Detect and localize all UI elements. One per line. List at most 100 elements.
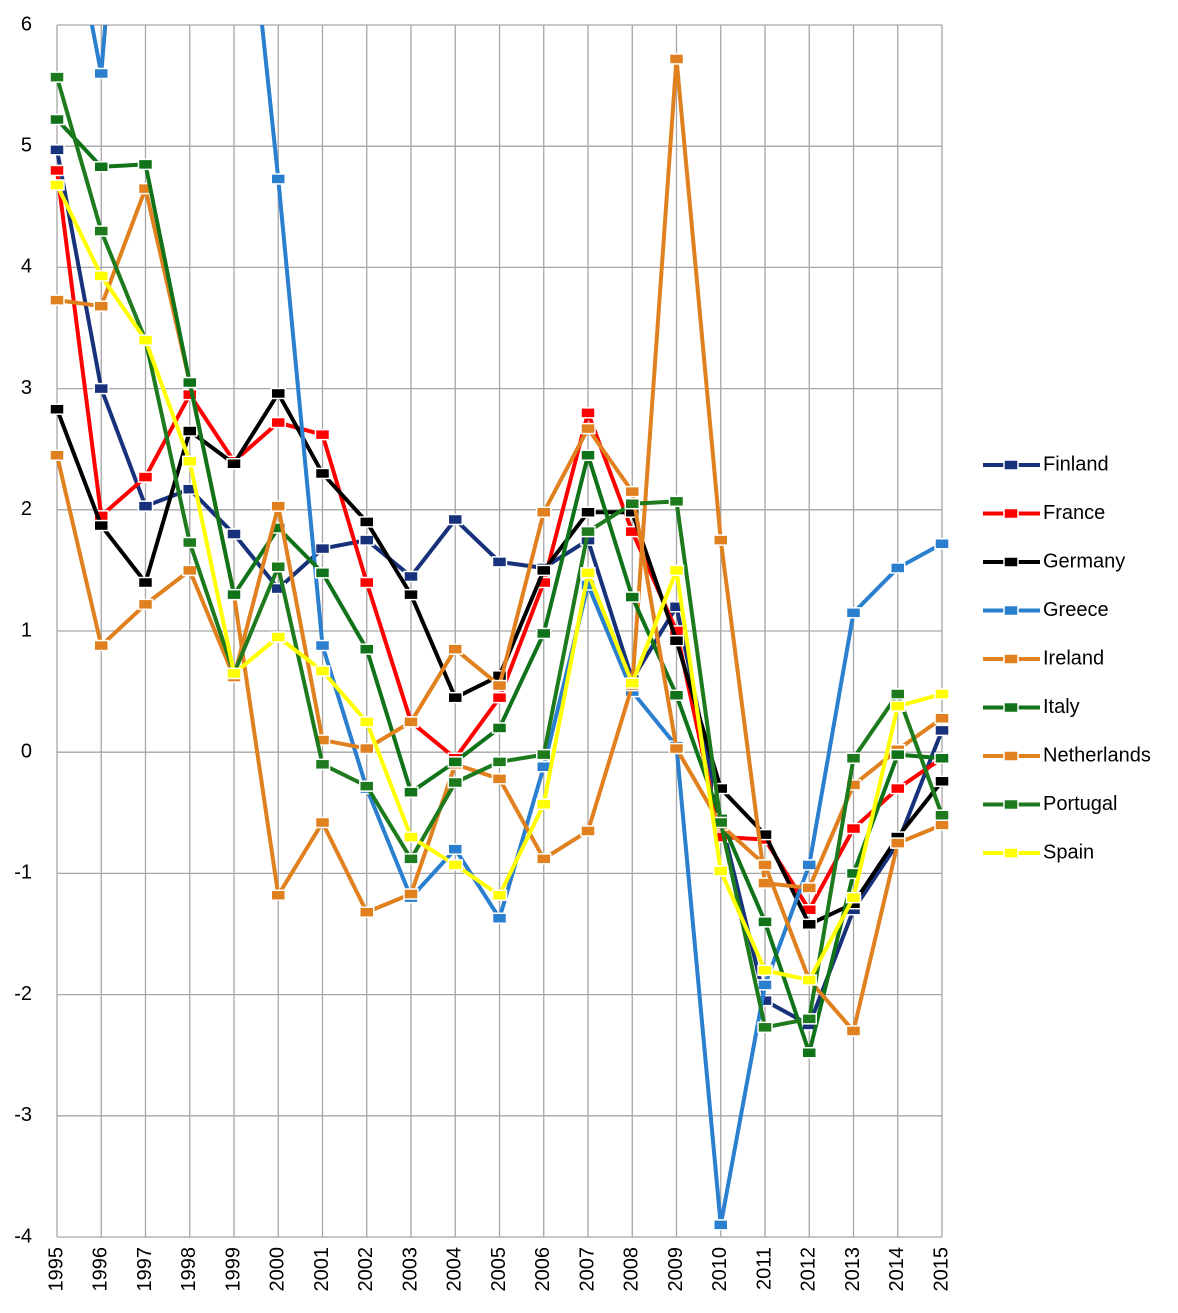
marker	[182, 455, 198, 468]
y-tick-label: -4	[14, 1225, 32, 1247]
marker	[580, 506, 596, 518]
marker	[49, 403, 65, 415]
legend-label: Germany	[1043, 550, 1125, 572]
legend-label: Portugal	[1043, 793, 1118, 815]
marker	[359, 716, 375, 728]
marker	[934, 688, 950, 700]
legend-label: Finland	[1043, 453, 1109, 475]
marker	[757, 979, 773, 991]
labels: -4 -3 -2 -1 0 1 2 3 4 5 6 1995 1996 1997 1998 1999 2000 2…	[14, 13, 1151, 1291]
marker	[713, 782, 729, 795]
marker	[491, 912, 508, 924]
plot-area	[49, 25, 950, 1231]
marker	[624, 485, 640, 498]
marker	[624, 591, 640, 603]
marker	[49, 71, 65, 83]
marker	[270, 500, 286, 512]
marker	[314, 758, 331, 771]
marker	[845, 822, 862, 835]
marker	[49, 113, 65, 126]
marker	[182, 564, 198, 577]
y-tick-label: 2	[21, 498, 32, 520]
marker	[270, 387, 286, 400]
x-tick-label: 2012	[798, 1247, 820, 1292]
x-tick-label: 1998	[178, 1247, 200, 1292]
marker	[403, 588, 419, 601]
marker	[182, 376, 198, 389]
marker	[270, 416, 286, 429]
marker	[314, 816, 331, 829]
marker	[890, 688, 906, 700]
marker	[668, 742, 685, 755]
marker	[536, 798, 552, 811]
legend-label: France	[1043, 502, 1105, 524]
x-tick-label: 1997	[134, 1247, 156, 1292]
legend-label: Greece	[1043, 599, 1109, 621]
y-tick-label: 3	[21, 377, 32, 399]
legend-marker	[1003, 798, 1019, 811]
marker	[403, 853, 419, 865]
marker	[845, 1025, 862, 1037]
marker	[49, 294, 65, 306]
marker	[890, 782, 906, 795]
marker	[713, 1219, 729, 1231]
marker	[845, 607, 862, 619]
marker	[491, 773, 508, 785]
marker	[801, 974, 817, 986]
marker	[359, 534, 375, 546]
marker	[314, 542, 331, 555]
marker	[93, 225, 109, 237]
legend-marker	[1003, 459, 1019, 471]
marker	[668, 689, 685, 701]
marker	[934, 712, 950, 725]
marker	[226, 667, 242, 680]
marker	[934, 724, 950, 737]
marker	[713, 534, 729, 546]
x-tick-label: 2001	[311, 1247, 333, 1292]
marker	[137, 182, 154, 195]
marker	[491, 691, 508, 704]
marker	[137, 334, 154, 346]
x-tick-label: 2006	[532, 1247, 554, 1292]
marker	[447, 691, 463, 704]
legend-label: Netherlands	[1043, 744, 1151, 766]
marker	[491, 756, 508, 768]
marker	[668, 495, 685, 508]
y-tick-label: -1	[14, 862, 32, 884]
marker	[182, 536, 198, 549]
legend-marker	[1003, 701, 1019, 714]
marker	[580, 422, 596, 435]
y-tick-label: 0	[21, 740, 32, 762]
x-tick-label: 1999	[222, 1247, 244, 1292]
marker	[801, 918, 817, 931]
marker	[491, 722, 508, 734]
marker	[403, 888, 419, 900]
legend-marker	[1003, 653, 1019, 665]
x-tick-label: 2013	[842, 1247, 864, 1292]
marker	[934, 752, 950, 765]
legend-label: Ireland	[1043, 647, 1104, 669]
marker	[536, 853, 552, 865]
marker	[934, 775, 950, 788]
marker	[359, 643, 375, 655]
marker	[359, 516, 375, 528]
marker	[49, 449, 65, 462]
marker	[314, 428, 331, 441]
y-tick-label: 5	[21, 134, 32, 156]
marker	[93, 519, 109, 532]
marker	[536, 627, 552, 640]
marker	[801, 859, 817, 871]
y-tick-label: 4	[21, 256, 32, 278]
marker	[845, 891, 862, 904]
y-tick-label: 6	[21, 13, 32, 35]
marker	[580, 567, 596, 579]
marker	[270, 561, 286, 573]
marker	[314, 639, 331, 652]
marker	[403, 831, 419, 843]
marker	[713, 865, 729, 877]
marker	[801, 1047, 817, 1059]
marker	[314, 467, 331, 480]
marker	[668, 634, 685, 647]
marker	[580, 407, 596, 419]
legend-label: Spain	[1043, 841, 1094, 863]
